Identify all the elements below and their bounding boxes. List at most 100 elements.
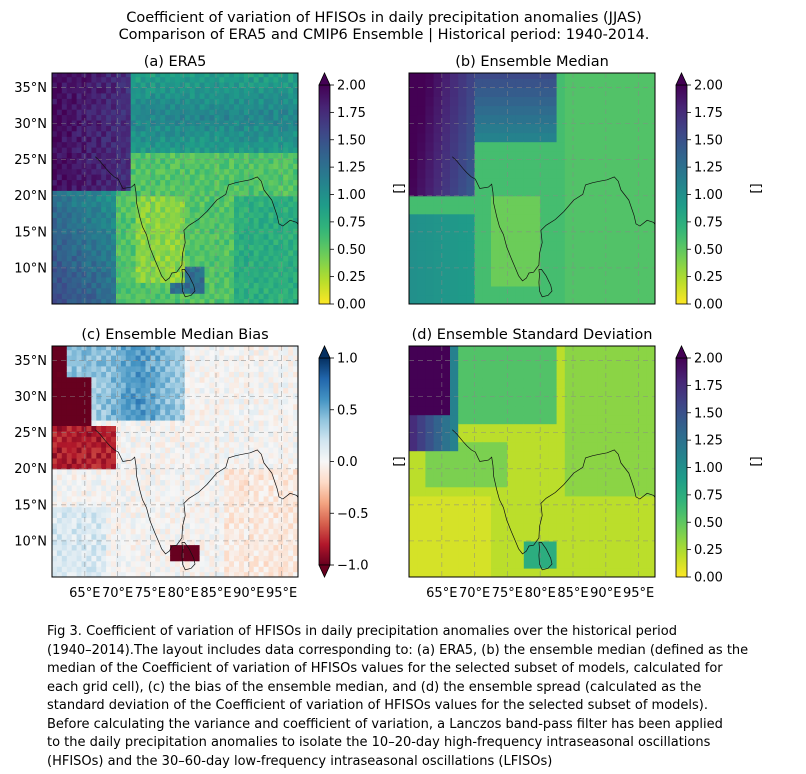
heatmap-cell (155, 539, 161, 546)
heatmap-cell (61, 414, 68, 421)
heatmap-cell (179, 403, 186, 410)
heatmap-cell (646, 123, 655, 134)
heatmap-cell (209, 447, 215, 454)
heatmap-cell (248, 479, 255, 486)
heatmap-cell (209, 92, 215, 99)
heatmap-cell (184, 222, 191, 229)
heatmap-cell (229, 522, 235, 529)
heatmap-cell (81, 566, 87, 573)
heatmap-cell (194, 260, 201, 267)
heatmap-cell (239, 387, 245, 394)
heatmap-cell (194, 463, 201, 470)
heatmap-cell (111, 109, 117, 116)
heatmap-cell (111, 544, 117, 551)
heatmap-cell (155, 452, 161, 459)
heatmap-cell (263, 506, 270, 513)
heatmap-cell (101, 249, 107, 256)
lat-tick-label: 20°N (14, 189, 47, 204)
heatmap-cell (106, 206, 112, 213)
heatmap-cell (491, 213, 500, 224)
heatmap-cell (239, 114, 245, 121)
heatmap-cell (204, 114, 210, 121)
heatmap-cell (145, 346, 151, 351)
heatmap-cell (145, 544, 151, 551)
heatmap-cell (425, 295, 435, 304)
heatmap-cell (229, 255, 235, 262)
heatmap-cell (234, 233, 240, 240)
heatmap-cell (76, 457, 83, 464)
heatmap-cell (189, 266, 196, 273)
heatmap-cell (189, 485, 196, 491)
heatmap-cell (175, 276, 181, 283)
heatmap-cell (189, 425, 196, 432)
heatmap-cell (482, 249, 492, 260)
heatmap-cell (263, 212, 270, 218)
heatmap-cell (268, 119, 274, 126)
heatmap-cell (130, 163, 137, 170)
heatmap-cell (239, 452, 245, 459)
heatmap-cell (155, 73, 161, 78)
heatmap-cell (106, 517, 112, 524)
heatmap-cell (165, 544, 171, 551)
heatmap-cell (184, 533, 191, 540)
heatmap-cell (120, 355, 127, 361)
heatmap-cell (219, 212, 225, 218)
heatmap-cell (263, 130, 270, 137)
heatmap-cell (140, 109, 147, 116)
heatmap-cell (507, 105, 517, 116)
heatmap-cell (441, 204, 451, 215)
heatmap-cell (165, 571, 171, 577)
heatmap-cell (184, 479, 191, 486)
heatmap-cell (56, 544, 63, 551)
heatmap-cell (248, 125, 255, 132)
heatmap-cell (189, 217, 196, 224)
heatmap-cell (101, 533, 107, 540)
heatmap-cell (120, 82, 127, 88)
heatmap-cell (120, 457, 127, 464)
heatmap-cell (140, 87, 147, 94)
heatmap-cell (61, 430, 68, 437)
heatmap-cell (76, 174, 83, 181)
heatmap-cell (507, 186, 517, 197)
heatmap-cell (548, 295, 558, 304)
heatmap-cell (458, 204, 467, 215)
heatmap-cell (597, 186, 607, 197)
heatmap-cell (120, 441, 127, 448)
heatmap-cell (214, 430, 220, 437)
heatmap-cell (199, 474, 206, 481)
heatmap-cell (433, 105, 443, 116)
heatmap-cell (76, 260, 83, 267)
heatmap-cell (263, 298, 270, 304)
heatmap-cell (417, 213, 426, 224)
heatmap-cell (258, 260, 265, 267)
heatmap-cell (409, 105, 418, 116)
heatmap-cell (589, 258, 599, 269)
heatmap-cell (135, 549, 142, 556)
heatmap-cell (219, 163, 225, 170)
heatmap-cell (224, 409, 230, 416)
heatmap-cell (135, 463, 142, 470)
heatmap-cell (71, 244, 78, 251)
heatmap-cell (184, 544, 191, 551)
heatmap-cell (71, 409, 78, 416)
heatmap-cell (229, 92, 235, 99)
heatmap-cell (179, 87, 186, 94)
heatmap-cell (515, 286, 525, 296)
heatmap-cell (52, 382, 58, 389)
heatmap-cell (86, 414, 92, 421)
heatmap-cell (130, 201, 137, 208)
heatmap-cell (86, 184, 92, 191)
heatmap-cell (417, 177, 426, 188)
heatmap-cell (204, 474, 210, 481)
heatmap-cell (234, 195, 240, 202)
heatmap-cell (293, 201, 298, 208)
heatmap-cell (253, 571, 260, 577)
heatmap-cell (273, 260, 279, 267)
heatmap-cell (219, 474, 225, 481)
heatmap-cell (589, 249, 599, 260)
heatmap-cell (165, 206, 171, 213)
heatmap-cell (179, 420, 186, 426)
heatmap-cell (116, 244, 122, 251)
heatmap-cell (61, 157, 68, 164)
heatmap-cell (209, 566, 215, 573)
